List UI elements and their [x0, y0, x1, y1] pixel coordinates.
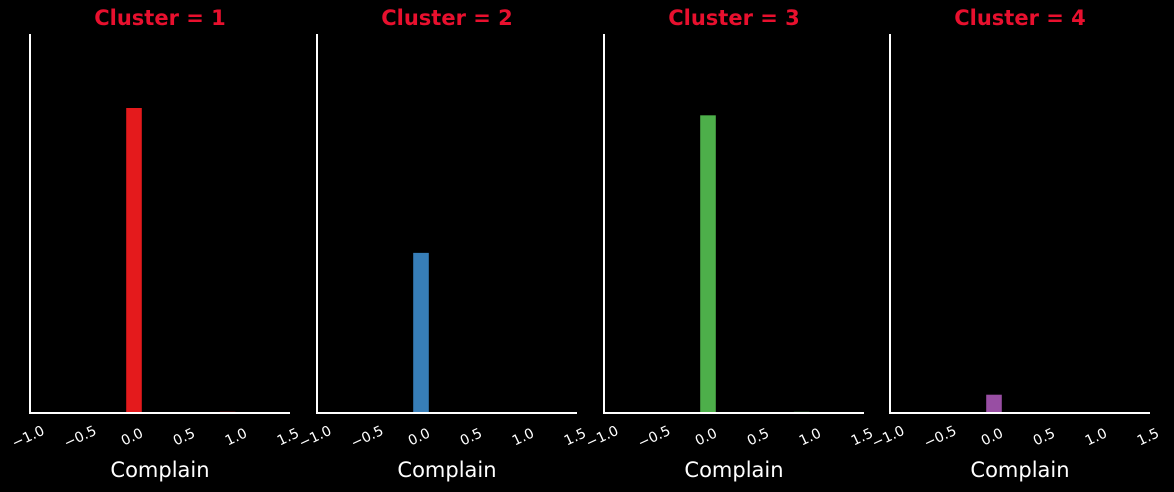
- x-tick-label-1-4: 0.5: [171, 425, 198, 449]
- x-tick-label-1-5: 1.0: [223, 425, 250, 449]
- x-tick-label-4-2: −0.5: [922, 423, 960, 452]
- chart-title-3: Cluster = 3: [668, 6, 800, 30]
- x-tick-label-1-1: −1.0: [10, 423, 48, 452]
- x-tick-label-2-1: −1.0: [297, 423, 335, 452]
- x-tick-label-1-3: 0.0: [119, 425, 146, 449]
- x-tick-label-4-4: 0.5: [1031, 425, 1058, 449]
- x-tick-label-3-3: 0.0: [693, 425, 720, 449]
- x-axis-label-2: Complain: [397, 458, 496, 482]
- histogram-bar-1-1: [126, 108, 142, 413]
- chart-title-2: Cluster = 2: [381, 6, 513, 30]
- x-axis-label-4: Complain: [970, 458, 1069, 482]
- x-tick-label-2-5: 1.0: [510, 425, 537, 449]
- histogram-bar-2-1: [413, 252, 429, 413]
- histogram-bar-3-1: [700, 115, 716, 413]
- x-tick-label-4-6: 1.5: [1135, 425, 1162, 449]
- x-tick-label-4-3: 0.0: [979, 425, 1006, 449]
- x-tick-label-4-5: 1.0: [1083, 425, 1110, 449]
- x-tick-label-4-1: −1.0: [870, 423, 908, 452]
- x-tick-label-2-3: 0.0: [406, 425, 433, 449]
- chart-title-4: Cluster = 4: [954, 6, 1086, 30]
- x-tick-label-3-2: −0.5: [636, 423, 674, 452]
- x-axis-label-3: Complain: [684, 458, 783, 482]
- x-tick-label-2-4: 0.5: [458, 425, 485, 449]
- x-axis-label-1: Complain: [110, 458, 209, 482]
- x-tick-label-3-4: 0.5: [745, 425, 772, 449]
- x-tick-label-1-2: −0.5: [62, 423, 100, 452]
- x-tick-label-2-2: −0.5: [349, 423, 387, 452]
- x-tick-label-3-5: 1.0: [797, 425, 824, 449]
- x-tick-label-3-1: −1.0: [584, 423, 622, 452]
- chart-title-1: Cluster = 1: [94, 6, 226, 30]
- histogram-bar-4-1: [986, 394, 1002, 413]
